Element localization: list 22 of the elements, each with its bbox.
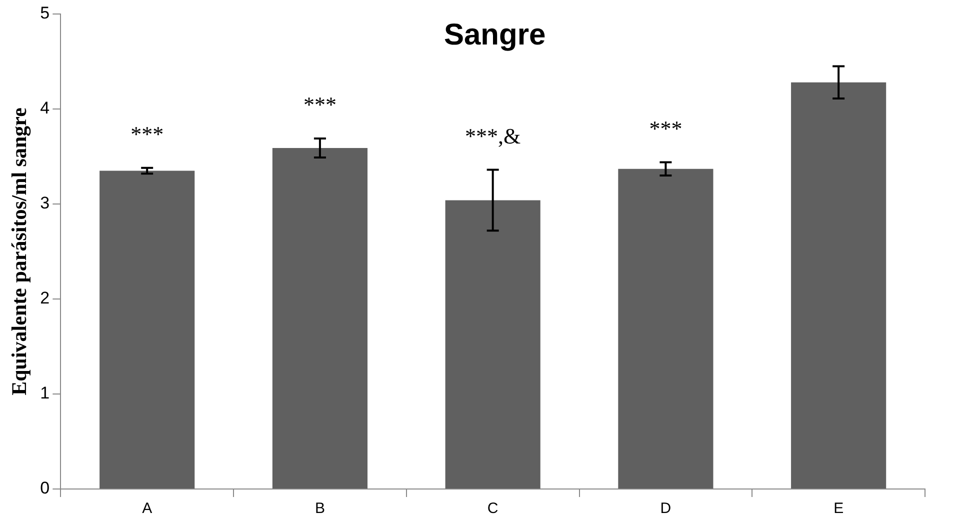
x-tick-label: A [142, 500, 152, 518]
y-tick-label: 1 [40, 384, 50, 403]
y-axis-title: Equivalente parásitos/ml sangre [7, 108, 32, 396]
y-tick-label: 4 [40, 98, 50, 118]
bar [618, 168, 714, 488]
x-tick-label: E [834, 500, 844, 518]
x-tick-label: C [487, 500, 498, 518]
annotation: *** [649, 116, 682, 141]
y-tick-label: 2 [40, 288, 50, 308]
chart-title: Sangre [444, 18, 546, 52]
x-tick-label: B [314, 500, 325, 518]
y-tick-label: 0 [40, 478, 50, 498]
y-tick-label: 3 [40, 194, 50, 213]
annotation: ***,& [465, 124, 521, 149]
y-tick-label: 5 [40, 4, 50, 23]
x-tick-label: D [660, 500, 672, 518]
bar [791, 82, 886, 488]
bar [272, 148, 368, 488]
annotation: *** [303, 92, 336, 118]
bar [100, 170, 195, 488]
bar [445, 200, 540, 488]
annotation: *** [130, 122, 164, 147]
